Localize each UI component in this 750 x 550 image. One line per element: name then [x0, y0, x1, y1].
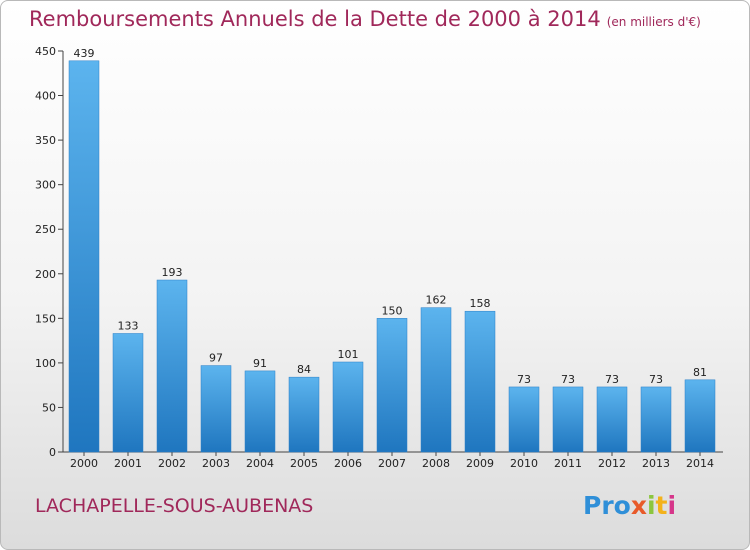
bar-value-label: 97	[209, 352, 223, 365]
chart-title-text: Remboursements Annuels de la Dette de 20…	[29, 7, 601, 31]
x-tick-label: 2012	[598, 457, 626, 470]
logo-part: i	[646, 491, 656, 520]
x-tick-label: 2009	[466, 457, 494, 470]
bar	[640, 386, 672, 453]
x-tick-label: 2005	[290, 457, 318, 470]
bar-value-label: 133	[118, 319, 139, 332]
bar	[112, 333, 144, 453]
bar-value-label: 81	[693, 366, 707, 379]
bar	[156, 279, 188, 453]
logo-part: x	[630, 491, 647, 520]
x-tick-label: 2013	[642, 457, 670, 470]
bar	[244, 370, 276, 453]
bar	[464, 310, 496, 453]
bar	[552, 386, 584, 453]
bar-value-label: 193	[162, 266, 183, 279]
bar	[596, 386, 628, 453]
bar-value-label: 91	[253, 357, 267, 370]
x-tick-label: 2000	[70, 457, 98, 470]
bar-value-label: 73	[605, 373, 619, 386]
bar-value-label: 73	[649, 373, 663, 386]
y-tick-label: 350	[35, 134, 56, 147]
bar	[376, 318, 408, 453]
bar	[200, 365, 232, 453]
bar-value-label: 162	[426, 294, 447, 307]
bar	[684, 379, 716, 453]
x-tick-label: 2010	[510, 457, 538, 470]
bar	[332, 361, 364, 453]
y-tick-label: 450	[35, 45, 56, 58]
logo-part: Pro	[583, 491, 631, 520]
bar-value-label: 439	[74, 47, 95, 60]
y-tick-label: 200	[35, 268, 56, 281]
logo-part: t	[655, 491, 668, 520]
bar	[288, 376, 320, 453]
chart-title: Remboursements Annuels de la Dette de 20…	[29, 7, 701, 31]
y-tick-label: 250	[35, 223, 56, 236]
x-tick-label: 2007	[378, 457, 406, 470]
bar-value-label: 150	[382, 304, 403, 317]
x-tick-label: 2006	[334, 457, 362, 470]
y-tick-label: 400	[35, 90, 56, 103]
y-tick-label: 300	[35, 179, 56, 192]
y-tick-label: 150	[35, 312, 56, 325]
x-tick-label: 2008	[422, 457, 450, 470]
y-tick-label: 0	[49, 446, 56, 459]
bar	[420, 307, 452, 453]
bar-value-label: 101	[338, 348, 359, 361]
bar-value-label: 73	[517, 373, 531, 386]
y-tick-label: 100	[35, 357, 56, 370]
x-tick-label: 2002	[158, 457, 186, 470]
logo-part: i	[667, 491, 677, 520]
x-tick-label: 2001	[114, 457, 142, 470]
x-tick-label: 2011	[554, 457, 582, 470]
city-name: LACHAPELLE-SOUS-AUBENAS	[35, 495, 314, 517]
x-tick-label: 2003	[202, 457, 230, 470]
x-tick-label: 2004	[246, 457, 274, 470]
bar-value-label: 158	[470, 297, 491, 310]
bar	[68, 60, 100, 453]
x-tick-label: 2014	[686, 457, 714, 470]
bar-value-label: 73	[561, 373, 575, 386]
bar	[508, 386, 540, 453]
y-tick-label: 50	[42, 401, 56, 414]
proxiti-logo: Proxiti	[583, 491, 676, 520]
bar-value-label: 84	[297, 363, 311, 376]
chart-unit: (en milliers d'€)	[606, 15, 701, 29]
